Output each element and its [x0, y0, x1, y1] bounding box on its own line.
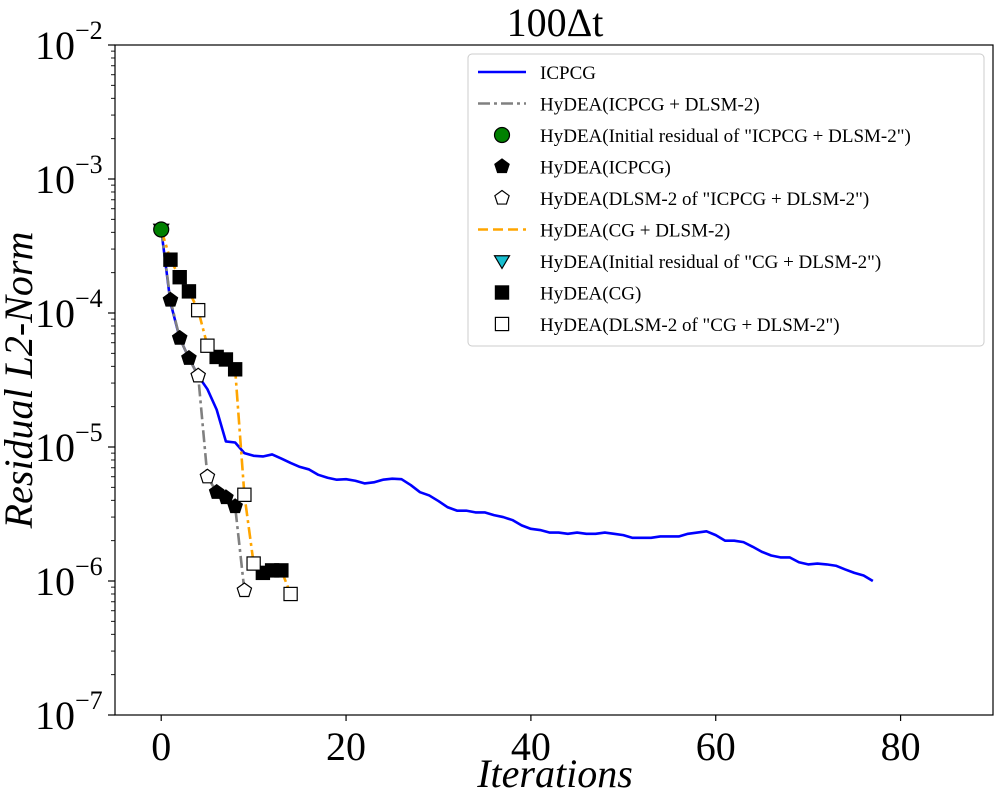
legend-label: ICPCG — [540, 63, 596, 84]
legend-label: HyDEA(Initial residual of "ICPCG + DLSM-… — [540, 126, 911, 147]
x-tick-label: 80 — [881, 724, 921, 769]
legend-item: HyDEA(DLSM-2 of "CG + DLSM-2") — [494, 315, 840, 336]
legend-swatch-marker — [494, 316, 510, 332]
x-tick-label: 20 — [326, 724, 366, 769]
series-line-1 — [159, 229, 246, 591]
legend-item: ICPCG — [478, 63, 596, 84]
x-tick-label: 60 — [696, 724, 736, 769]
y-tick-label: 10 — [35, 157, 75, 202]
data-point-3-2 — [181, 349, 197, 365]
series-markers-2 — [153, 221, 170, 238]
data-point-8-4 — [283, 586, 298, 602]
y-tick-exponent: −7 — [75, 686, 103, 715]
series-layer — [152, 221, 874, 602]
legend-swatch-marker — [493, 255, 511, 270]
axes-frame — [114, 44, 994, 716]
data-point-8-2 — [237, 487, 252, 502]
legend-item: HyDEA(Initial residual of "CG + DLSM-2") — [493, 252, 881, 273]
data-point-7-1 — [172, 269, 187, 285]
data-point-4-2 — [236, 582, 253, 598]
legend-label: HyDEA(CG + DLSM-2) — [540, 221, 730, 242]
legend-item: HyDEA(ICPCG) — [494, 158, 671, 179]
data-point-8-1 — [200, 338, 215, 353]
legend-swatch-marker — [494, 285, 510, 300]
data-point-8-3 — [246, 556, 261, 571]
data-point-2-0 — [153, 221, 170, 238]
legend-swatch-marker — [494, 189, 510, 205]
legend-swatch-marker — [493, 126, 511, 144]
y-tick-label: 10 — [35, 559, 75, 604]
data-point-7-5 — [227, 362, 243, 377]
data-point-4-0 — [190, 367, 207, 383]
y-tick-label: 10 — [35, 693, 75, 738]
legend-label: HyDEA(Initial residual of "CG + DLSM-2") — [540, 252, 881, 273]
y-axis-label: Residual L2-Norm — [0, 232, 41, 530]
data-point-3-5 — [227, 498, 243, 514]
x-axis-label: Iterations — [476, 751, 633, 796]
data-point-7-8 — [274, 563, 289, 578]
y-tick-exponent: −6 — [75, 552, 103, 581]
legend-label: HyDEA(DLSM-2 of "ICPCG + DLSM-2") — [540, 189, 869, 210]
x-tick-label: 40 — [511, 724, 551, 769]
data-point-4-1 — [199, 468, 216, 484]
data-point-7-0 — [163, 252, 178, 267]
series-clip-group — [152, 221, 874, 602]
y-tick-label: 10 — [35, 425, 75, 470]
series-line-0 — [159, 229, 874, 583]
y-tick-label: 10 — [35, 291, 75, 336]
legend-item: HyDEA(ICPCG + DLSM-2) — [478, 95, 760, 116]
y-tick-exponent: −4 — [75, 284, 103, 313]
legend-label: HyDEA(ICPCG + DLSM-2) — [540, 95, 760, 116]
y-tick-exponent: −2 — [75, 16, 103, 45]
x-tick-label: 0 — [151, 724, 171, 769]
legend-label: HyDEA(ICPCG) — [540, 158, 671, 179]
data-point-3-0 — [162, 291, 179, 307]
data-point-3-1 — [171, 329, 188, 345]
data-point-7-2 — [181, 284, 197, 299]
legend-item: HyDEA(DLSM-2 of "ICPCG + DLSM-2") — [494, 189, 869, 210]
y-tick-exponent: −3 — [75, 150, 103, 179]
series-markers-4 — [190, 367, 253, 598]
legend-box — [467, 53, 985, 347]
legend-label: HyDEA(DLSM-2 of "CG + DLSM-2") — [540, 315, 840, 336]
legend-swatch-marker — [494, 158, 510, 174]
y-tick-exponent: −5 — [75, 418, 103, 447]
legend-item: HyDEA(Initial residual of "ICPCG + DLSM-… — [493, 126, 911, 147]
series-markers-8 — [190, 302, 298, 602]
y-tick-label: 10 — [35, 23, 75, 68]
legend-label: HyDEA(CG) — [540, 284, 641, 305]
data-point-3-4 — [218, 489, 234, 505]
legend-item: HyDEA(CG) — [494, 284, 641, 305]
legend-item: HyDEA(CG + DLSM-2) — [478, 221, 730, 242]
legend: ICPCG HyDEA(ICPCG + DLSM-2) HyDEA(Initial … — [467, 53, 985, 347]
series-markers-7 — [163, 252, 289, 581]
series-markers-3 — [162, 291, 243, 514]
data-point-8-0 — [190, 302, 206, 318]
chart-title: 100Δt — [507, 0, 604, 45]
